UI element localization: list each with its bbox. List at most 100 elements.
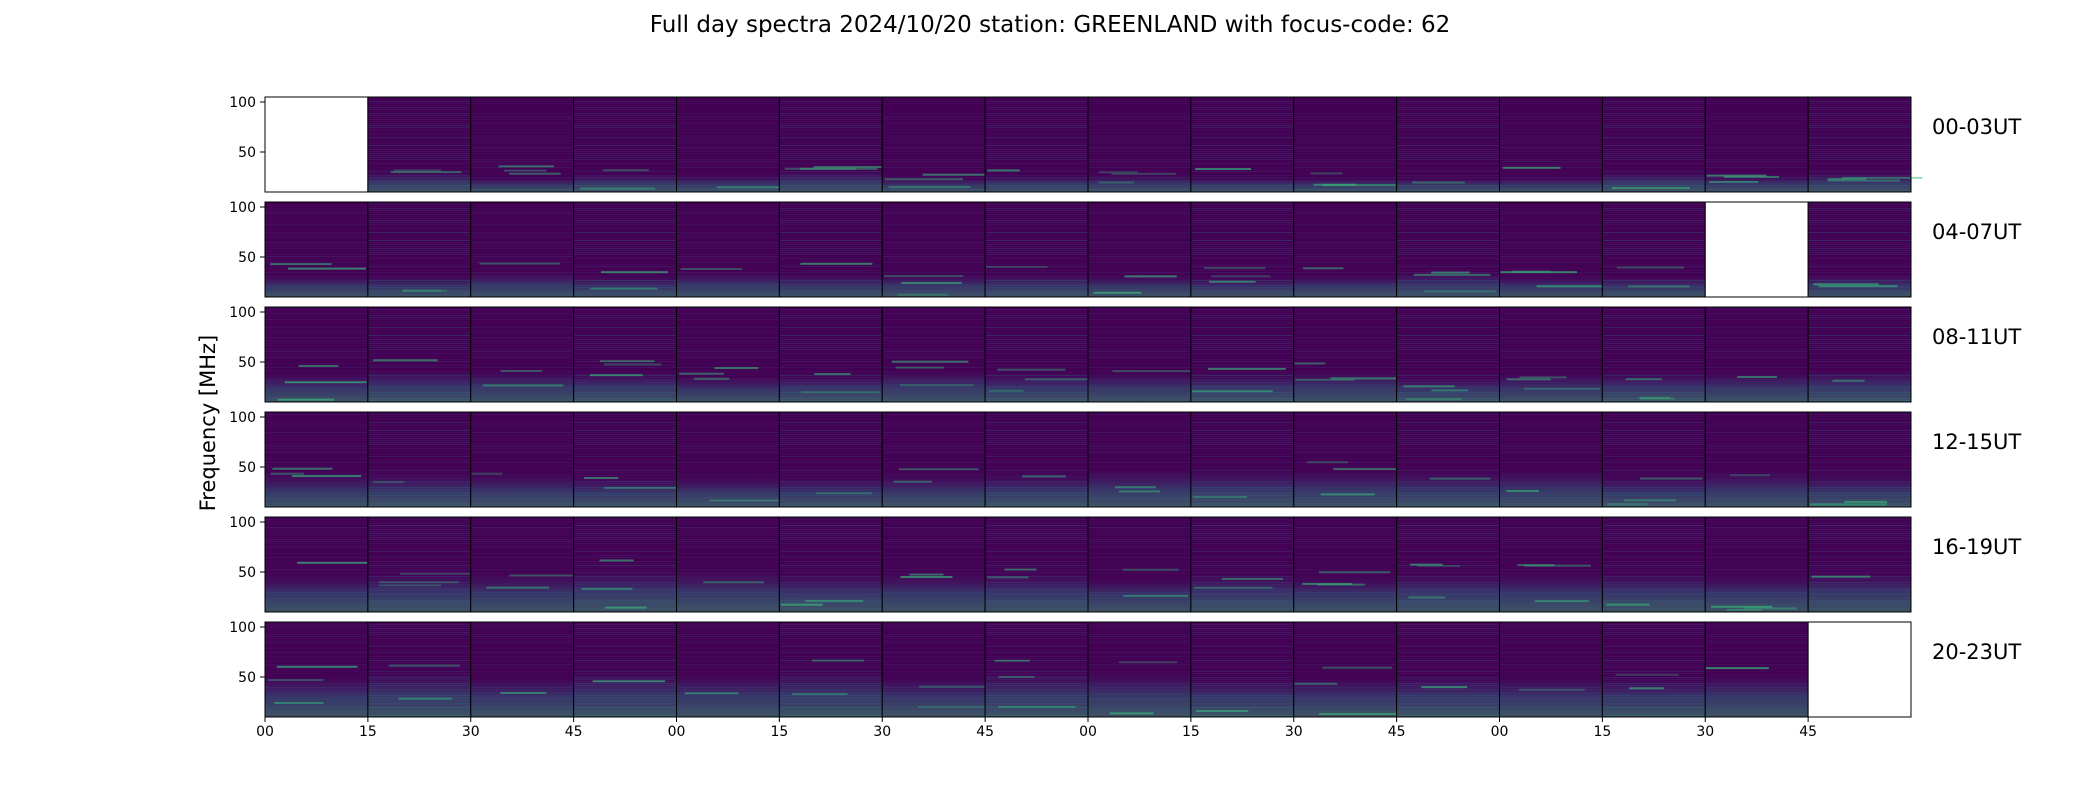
spectrogram-panel xyxy=(881,306,986,403)
x-tick-label: 45 xyxy=(565,724,583,740)
spectrogram-panel xyxy=(1807,201,1912,298)
spectrogram-panel xyxy=(1807,411,1912,508)
spectrogram-panel xyxy=(881,621,998,718)
x-tick-label: 30 xyxy=(1285,724,1303,740)
spectrogram-panel xyxy=(1807,96,1923,193)
y-tick-label: 50 xyxy=(238,460,256,476)
spectrogram-panel xyxy=(778,411,883,508)
spectrogram-panel xyxy=(367,306,472,403)
spectrogram-panel xyxy=(1704,96,1809,193)
spectrogram-panel xyxy=(1087,306,1192,403)
spectrogram-panel xyxy=(1601,306,1706,403)
x-tick-label: 00 xyxy=(1079,724,1097,740)
spectrogram-panel xyxy=(367,621,472,718)
row-label: 04-07UT xyxy=(1932,220,2021,244)
spectrogram-panel xyxy=(1601,96,1706,193)
spectrogram-panel xyxy=(1601,201,1706,298)
spectrogram-panel xyxy=(573,96,677,193)
spectrogram-panel xyxy=(676,201,780,298)
spectrogram-panel xyxy=(1601,411,1706,508)
x-tick-label: 45 xyxy=(1388,724,1406,740)
row-16-19UT: 50 100 16-19UT xyxy=(229,515,2021,613)
chart-title: Full day spectra 2024/10/20 station: GRE… xyxy=(649,12,1451,38)
spectrogram-panel xyxy=(676,516,780,613)
spectrogram-panel xyxy=(881,96,995,193)
spectrogram-panel xyxy=(984,621,1089,718)
y-tick-label: 50 xyxy=(238,355,256,371)
spectrogram-panel xyxy=(1396,411,1500,508)
spectrogram-panel xyxy=(1293,96,1398,193)
spectrogram-panel xyxy=(1396,201,1500,298)
spectrogram-panel xyxy=(1190,621,1295,718)
spectrogram-panel xyxy=(676,306,780,403)
row-label: 00-03UT xyxy=(1932,115,2021,139)
spectrogram-panel xyxy=(1087,96,1192,193)
spectrogram-panel xyxy=(573,621,677,718)
empty-panel xyxy=(264,96,369,193)
spectrogram-panel xyxy=(573,411,679,508)
spectrogram-panel xyxy=(676,621,780,718)
spectrogram-panel xyxy=(470,621,575,718)
spectrogram-panel xyxy=(1704,306,1809,403)
row-12-15UT: 50 100 12-15UT xyxy=(229,410,2021,508)
spectrogram-panel xyxy=(778,96,896,193)
x-tick-label: 00 xyxy=(668,724,686,740)
spectrogram-panel xyxy=(264,516,378,613)
spectrogram-panel xyxy=(1499,306,1603,403)
y-tick-label: 100 xyxy=(229,200,256,216)
row-08-11UT: 50 100 08-11UT xyxy=(229,305,2021,403)
spectrogram-panel xyxy=(1499,96,1603,193)
spectrogram-panel xyxy=(1293,306,1398,403)
spectrogram-panel xyxy=(1704,621,1809,718)
spectrogram-panel xyxy=(264,201,369,298)
spectrogram-panel xyxy=(1396,306,1500,403)
spectrogram-panel xyxy=(1087,201,1192,298)
spectrogram-panel xyxy=(470,96,575,193)
x-tick-label: 30 xyxy=(873,724,891,740)
spectrogram-panel xyxy=(984,306,1102,403)
x-tick-label: 30 xyxy=(462,724,480,740)
x-tick-label: 15 xyxy=(770,724,788,740)
spectrogram-panel xyxy=(984,411,1089,508)
spectrogram-panel xyxy=(1087,516,1192,613)
spectrogram-panel xyxy=(984,201,1089,298)
x-tick-label: 15 xyxy=(1182,724,1200,740)
spectrogram-panel xyxy=(573,201,677,298)
spectrogram-panel xyxy=(264,411,369,508)
spectrogram-panel xyxy=(984,516,1089,613)
y-tick-label: 100 xyxy=(229,95,256,111)
y-tick-label: 100 xyxy=(229,620,256,636)
spectrogram-panel xyxy=(881,411,986,508)
spectrogram-panel xyxy=(264,306,369,403)
spectrogram-panel xyxy=(367,411,472,508)
spectrogram-panel xyxy=(1190,201,1295,298)
x-tick-label: 00 xyxy=(1491,724,1509,740)
spectrogram-panel xyxy=(778,516,883,613)
spectrogram-panel xyxy=(1499,621,1603,718)
spectrogram-panel xyxy=(1190,306,1295,403)
spectrogram-panel xyxy=(1293,516,1398,613)
x-tick-label: 00 xyxy=(256,724,274,740)
spectrogram-panel xyxy=(1293,201,1398,298)
x-tick-label: 15 xyxy=(359,724,377,740)
y-tick-label: 50 xyxy=(238,670,256,686)
spectrogram-panel xyxy=(1601,621,1706,718)
spectrogram-panel xyxy=(1087,411,1192,508)
spectrogram-panel xyxy=(676,411,788,508)
x-tick-label: 30 xyxy=(1696,724,1714,740)
spectrogram-panel xyxy=(1499,516,1603,613)
x-tick-label: 45 xyxy=(1799,724,1817,740)
y-tick-label: 50 xyxy=(238,565,256,581)
spectrogram-panel xyxy=(573,306,677,403)
row-20-23UT: 50 100 20-23UT xyxy=(229,620,2021,718)
spectrogram-panel xyxy=(1293,621,1398,718)
x-tick-label: 15 xyxy=(1593,724,1611,740)
spectrogram-panel xyxy=(573,516,677,613)
spectrogram-panel xyxy=(1396,96,1500,193)
spectrogram-panel xyxy=(1601,516,1706,613)
spectrogram-panel xyxy=(470,306,575,403)
spectrogram-panel xyxy=(1499,201,1603,298)
spectrogram-panel xyxy=(1704,411,1809,508)
spectrogram-panel xyxy=(1807,306,1912,403)
